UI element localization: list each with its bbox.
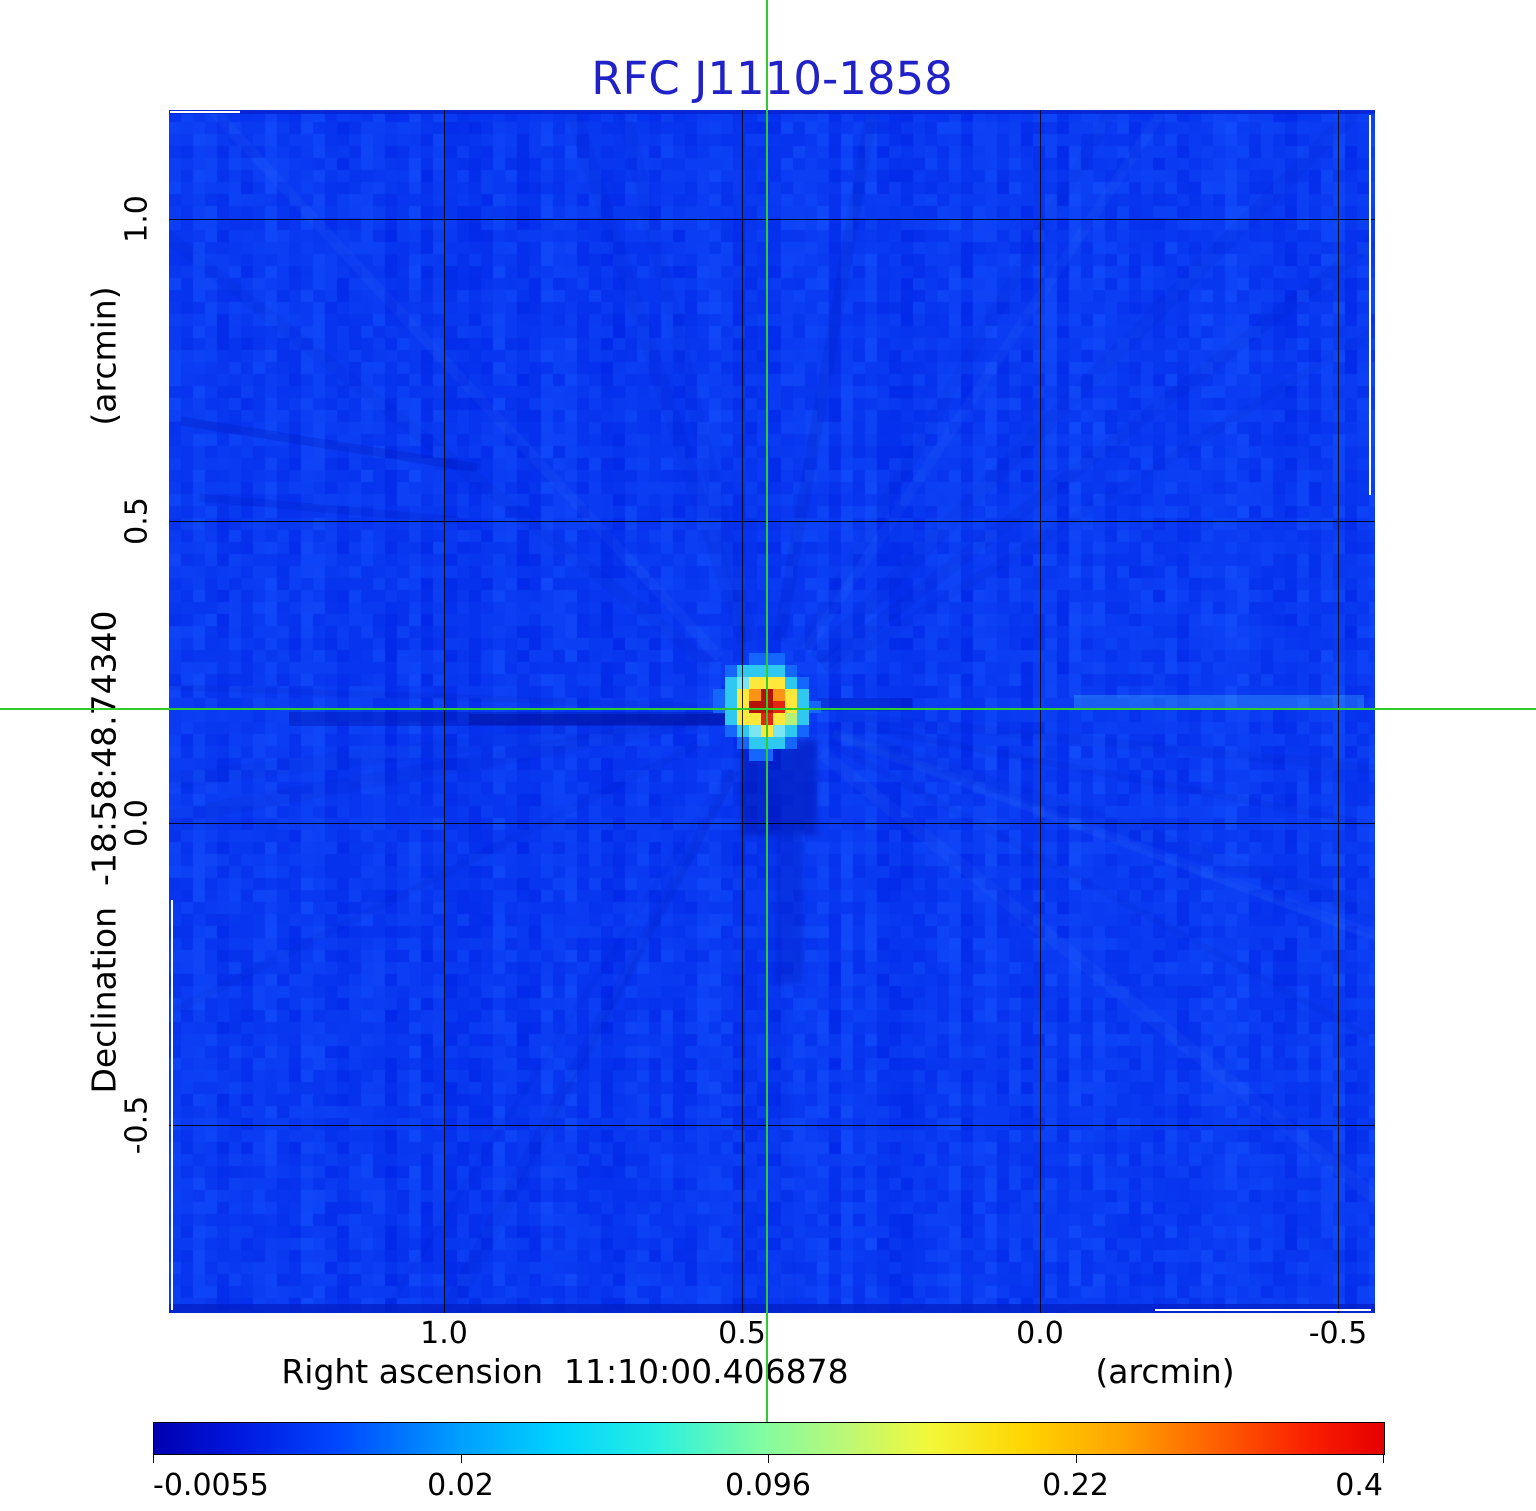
dark-edge-bottom bbox=[169, 1304, 1375, 1313]
source-pixel bbox=[785, 689, 797, 701]
colorbar-tick-label: -0.0055 bbox=[153, 1468, 269, 1503]
source-pixel bbox=[773, 701, 785, 713]
source-pixel bbox=[725, 665, 737, 677]
colorbar-tick bbox=[153, 1455, 154, 1463]
gridline-horizontal bbox=[169, 1125, 1375, 1126]
source-pixel bbox=[797, 701, 809, 713]
source-pixel bbox=[749, 677, 761, 689]
negative-streak-right bbox=[817, 698, 912, 711]
gridline-vertical bbox=[742, 110, 743, 1313]
gridline-vertical bbox=[444, 110, 445, 1313]
colorbar-tick-label: 0.22 bbox=[1042, 1468, 1109, 1503]
source-pixel bbox=[749, 701, 761, 713]
source-pixel bbox=[749, 737, 761, 749]
gridline-horizontal bbox=[169, 521, 1375, 522]
gridline-horizontal bbox=[169, 823, 1375, 824]
source-pixel bbox=[785, 713, 797, 725]
source-pixel bbox=[773, 665, 785, 677]
y-tick-label: -0.5 bbox=[119, 1095, 155, 1155]
y-tick-label: 0.0 bbox=[119, 799, 155, 847]
colorbar-tick-label: 0.4 bbox=[1335, 1468, 1383, 1503]
colorbar-tick-label: 0.096 bbox=[725, 1468, 811, 1503]
colorbar bbox=[153, 1422, 1385, 1455]
source-pixel bbox=[725, 689, 737, 701]
x-axis-label: Right ascension 11:10:00.406878 bbox=[281, 1352, 849, 1391]
x-tick-label: 0.5 bbox=[718, 1316, 766, 1351]
dark-edge-top bbox=[169, 110, 1375, 114]
source-pixel bbox=[737, 713, 749, 725]
source-pixel bbox=[749, 725, 761, 737]
gridline-horizontal bbox=[169, 219, 1375, 220]
source-pixel bbox=[725, 701, 737, 713]
source-pixel bbox=[725, 677, 737, 689]
crosshair-horizontal-line bbox=[0, 708, 1536, 710]
negative-streak-left-core bbox=[469, 714, 739, 725]
source-pixel bbox=[785, 665, 797, 677]
source-pixel bbox=[797, 689, 809, 701]
x-tick-label: 0.0 bbox=[1016, 1316, 1064, 1351]
plot-title: RFC J1110-1858 bbox=[591, 52, 953, 105]
source-pixel bbox=[713, 701, 725, 713]
white-line-left-edge bbox=[171, 900, 173, 1310]
source-pixel bbox=[725, 713, 737, 725]
bright-streak-right bbox=[1074, 695, 1364, 709]
gridline-vertical bbox=[1338, 110, 1339, 1313]
source-pixel bbox=[797, 713, 809, 725]
heatmap bbox=[169, 110, 1375, 1313]
x-axis-unit-label: (arcmin) bbox=[1095, 1352, 1235, 1391]
y-axis-unit-label: (arcmin) bbox=[84, 286, 124, 426]
source-pixel bbox=[773, 689, 785, 701]
source-pixel bbox=[797, 725, 809, 737]
crosshair-vertical-line bbox=[766, 0, 768, 1422]
source-pixel bbox=[737, 725, 749, 737]
colorbar-tick bbox=[768, 1455, 769, 1463]
white-line-bottom-right bbox=[1155, 1309, 1371, 1311]
source-pixel bbox=[809, 701, 821, 713]
colorbar-tick-label: 0.02 bbox=[427, 1468, 494, 1503]
source-pixel bbox=[713, 689, 725, 701]
source-pixel bbox=[773, 713, 785, 725]
x-tick-label: -0.5 bbox=[1308, 1316, 1368, 1351]
colorbar-tick bbox=[1075, 1455, 1077, 1463]
source-pixel bbox=[737, 701, 749, 713]
y-tick-label: 0.5 bbox=[119, 497, 155, 545]
source-pixel bbox=[785, 725, 797, 737]
source-pixel bbox=[749, 689, 761, 701]
source-pixel bbox=[773, 725, 785, 737]
source-pixel bbox=[749, 713, 761, 725]
x-tick-label: 1.0 bbox=[420, 1316, 468, 1351]
white-line-top-left bbox=[170, 111, 240, 113]
source-pixel bbox=[725, 725, 737, 737]
source-pixel bbox=[737, 737, 749, 749]
source-pixel bbox=[785, 701, 797, 713]
gridline-vertical bbox=[1040, 110, 1041, 1313]
source-pixel bbox=[749, 653, 761, 665]
source-pixel bbox=[773, 737, 785, 749]
source-pixel bbox=[737, 689, 749, 701]
y-axis-label: Declination -18:58:48.74340 bbox=[84, 610, 124, 1094]
source-pixel bbox=[773, 653, 785, 665]
colorbar-tick bbox=[460, 1455, 462, 1463]
white-line-right-edge bbox=[1369, 115, 1371, 495]
colorbar-tick bbox=[1383, 1455, 1384, 1463]
source-pixel bbox=[785, 677, 797, 689]
source-pixel bbox=[773, 677, 785, 689]
y-tick-label: 1.0 bbox=[119, 195, 155, 243]
negative-tail-below-source bbox=[777, 834, 803, 984]
source-pixel bbox=[785, 737, 797, 749]
negative-streak-left bbox=[289, 712, 749, 726]
source-pixel bbox=[749, 665, 761, 677]
source-pixel bbox=[749, 749, 761, 761]
source-pixel bbox=[737, 665, 749, 677]
source-pixel bbox=[797, 677, 809, 689]
source-pixel bbox=[737, 677, 749, 689]
